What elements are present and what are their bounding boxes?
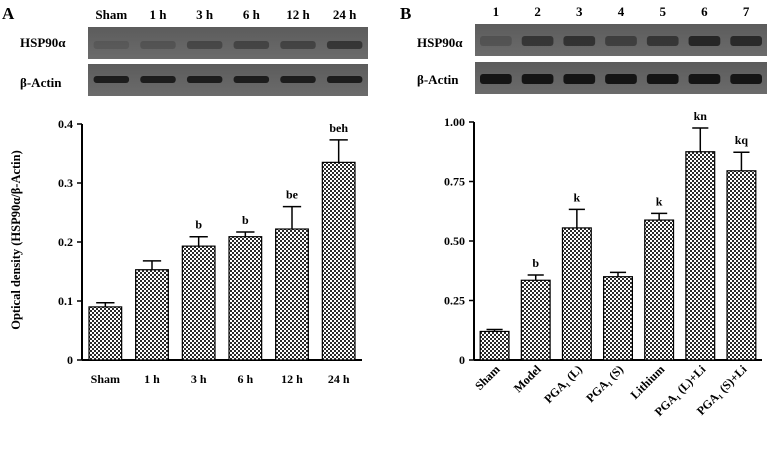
actin-b-band [563, 74, 596, 84]
significance-label: b [195, 218, 202, 232]
y-tick-label: 0 [67, 353, 73, 367]
x-category-label: Lithium [628, 362, 668, 402]
lane-label: 7 [743, 4, 750, 19]
panel-letter-a: A [2, 4, 15, 23]
actin-a-band [326, 76, 363, 83]
actin-b-band [730, 74, 762, 84]
blot-label-hsp90-a: HSP90α [20, 35, 66, 50]
blot-label-hsp90-b: HSP90α [417, 35, 463, 50]
significance-label: kq [735, 133, 749, 147]
actin-b-band [521, 74, 554, 84]
bar-chart-b: 0 0.25 0.50 0.75 1.00 Sham b Model k PGA₁ (L)PGA₁… [444, 109, 762, 419]
hsp90-b-band [605, 36, 637, 46]
lane-label: 3 h [196, 7, 214, 22]
x-category-label: Sham [472, 362, 503, 393]
bar-6-h [228, 236, 263, 361]
hsp90-a-band [186, 41, 223, 49]
significance-label: kn [694, 109, 708, 123]
x-category-label: 1 h [144, 372, 160, 386]
x-category-label: 3 h [191, 372, 207, 386]
x-category-label: Sham [91, 372, 120, 386]
lane-label: 2 [534, 4, 541, 19]
western-blot-actin-a [88, 64, 368, 96]
y-tick-label: 0.75 [444, 175, 465, 189]
significance-label: k [656, 194, 663, 208]
significance-label: b [242, 213, 249, 227]
lane-label: 4 [618, 4, 625, 19]
hsp90-a-band [233, 41, 270, 49]
y-tick-label: 0.4 [58, 117, 73, 131]
hsp90-b-band [646, 36, 679, 46]
lane-label: 12 h [286, 7, 310, 22]
y-tick-label: 1.00 [444, 115, 465, 129]
lane-label: 6 h [243, 7, 261, 22]
hsp90-a-band [280, 41, 316, 49]
bar-1-h [135, 269, 169, 361]
bar-sham [479, 330, 510, 361]
panel-letter-b: B [400, 4, 411, 23]
actin-a-band [280, 76, 316, 83]
hsp90-a-band [140, 41, 176, 49]
bar-model [520, 279, 551, 361]
bar-pga-l- [561, 227, 592, 361]
y-tick-label: 0 [459, 353, 465, 367]
bar-lithium [644, 219, 675, 361]
significance-label: b [532, 256, 539, 270]
significance-label: k [574, 190, 581, 204]
bar-pga-s- [602, 276, 633, 361]
lane-label: Sham [95, 7, 127, 22]
hsp90-b-band [730, 36, 762, 46]
y-axis-title-a: Optical density (HSP90α/β-Actin) [9, 150, 23, 330]
y-tick-label: 0.3 [58, 176, 73, 190]
hsp90-b-band [688, 36, 721, 46]
hsp90-b-band [521, 36, 554, 46]
actin-a-band [140, 76, 176, 83]
x-category-label: 12 h [281, 372, 303, 386]
actin-b-band [688, 74, 721, 84]
lane-label: 5 [659, 4, 666, 19]
hsp90-a-band [326, 41, 363, 49]
bar-sham [88, 306, 123, 361]
bar-24-h [321, 161, 356, 361]
x-category-label: 24 h [328, 372, 350, 386]
lane-label: 6 [701, 4, 708, 19]
bar-3-h [181, 245, 216, 361]
actin-a-band [233, 76, 270, 83]
hsp90-a-band [93, 41, 130, 49]
blot-label-actin-a: β-Actin [20, 75, 62, 90]
x-category-label: Model [511, 362, 544, 395]
actin-a-band [186, 76, 223, 83]
lane-label: 3 [576, 4, 583, 19]
lane-label: 24 h [333, 7, 357, 22]
y-tick-label: 0.2 [58, 235, 73, 249]
hsp90-b-band [480, 36, 512, 46]
bar-12-h [275, 228, 309, 361]
y-tick-label: 0.25 [444, 294, 465, 308]
lane-label: 1 h [150, 7, 168, 22]
lane-label: 1 [493, 4, 500, 19]
actin-b-band [646, 74, 679, 84]
western-blot-hsp90-a [88, 27, 368, 59]
bar-pga-s-li [726, 170, 757, 361]
actin-a-band [93, 76, 130, 83]
x-category-label: PGA₁ (L) [541, 362, 585, 406]
x-category-label: PGA₁ (S) [583, 362, 626, 405]
bar-pga-l-li [685, 151, 716, 361]
y-tick-label: 0.50 [444, 234, 465, 248]
x-category-label: 6 h [237, 372, 253, 386]
actin-b-band [605, 74, 637, 84]
significance-label: be [286, 188, 299, 202]
actin-b-band [480, 74, 512, 84]
y-tick-label: 0.1 [58, 294, 73, 308]
bar-chart-a: 0 0.1 0.2 0.3 0.4 Sham 1 h b 3 h b 6 h be 12 h beh 24 … [58, 117, 362, 386]
blot-label-actin-b: β-Actin [417, 72, 459, 87]
significance-label: beh [329, 121, 348, 135]
hsp90-b-band [563, 36, 596, 46]
